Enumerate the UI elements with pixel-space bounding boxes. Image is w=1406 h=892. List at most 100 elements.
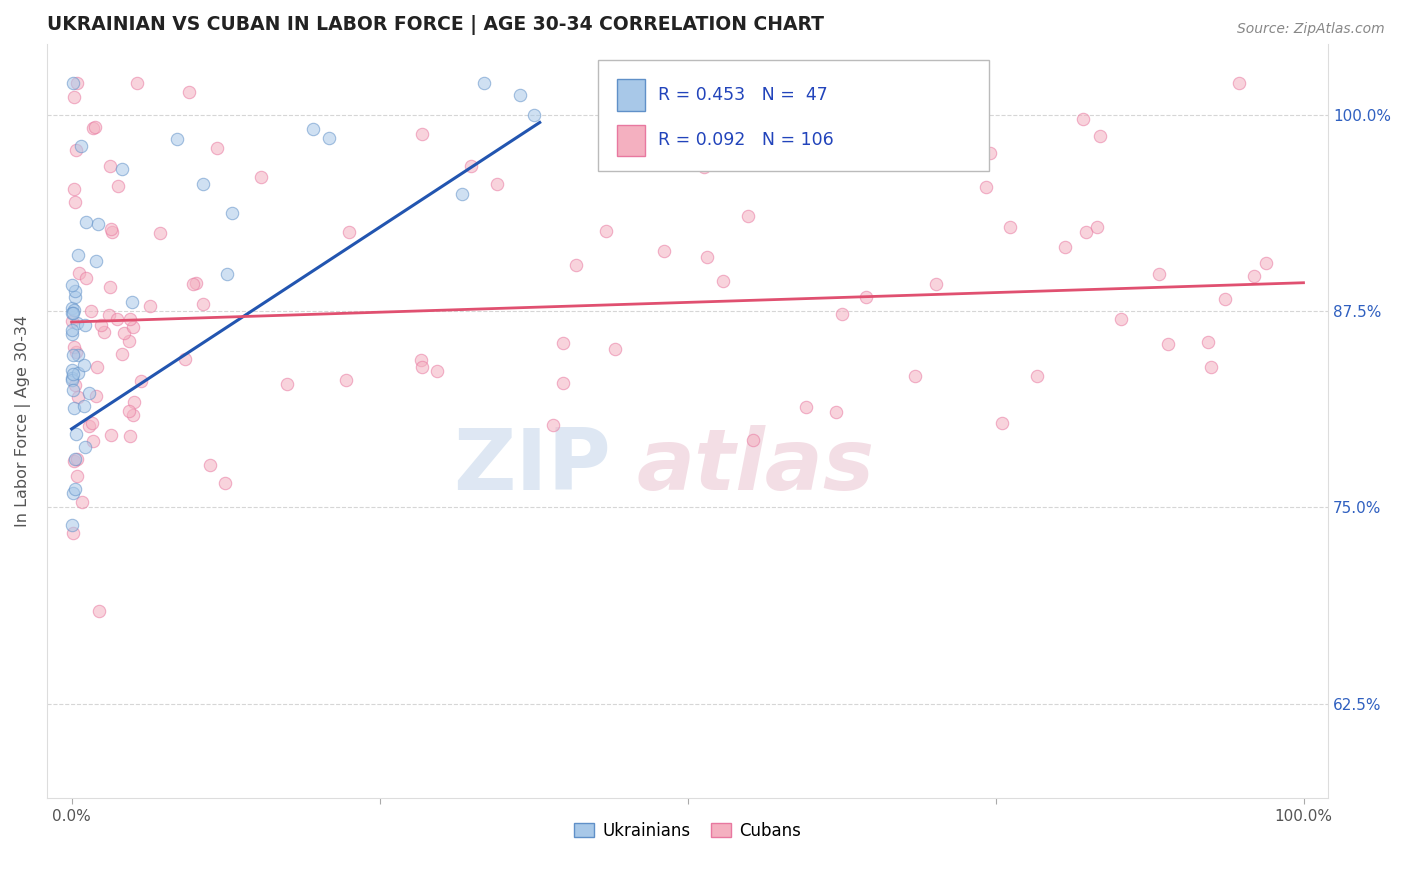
Point: [100, 222, 122, 236]
Point: [335, 373, 357, 387]
Point: [98, 279, 121, 293]
Point: [80, 416, 103, 430]
Point: [62, 526, 84, 541]
Point: [737, 209, 759, 223]
Point: [60, 323, 83, 337]
Point: [460, 159, 482, 173]
Point: [63, 451, 86, 466]
Text: UKRAINIAN VS CUBAN IN LABOR FORCE | AGE 30-34 CORRELATION CHART: UKRAINIAN VS CUBAN IN LABOR FORCE | AGE …: [46, 15, 824, 35]
Point: [125, 76, 148, 90]
Point: [221, 206, 243, 220]
Point: [1026, 368, 1049, 383]
Point: [65, 284, 87, 298]
Point: [925, 277, 948, 291]
Point: [318, 130, 340, 145]
Point: [65, 427, 87, 442]
Point: [77, 419, 100, 434]
Point: [67, 390, 90, 404]
Point: [118, 334, 141, 349]
Point: [80, 304, 103, 318]
Point: [426, 363, 449, 377]
Point: [101, 225, 124, 239]
Point: [696, 250, 718, 264]
Point: [75, 270, 97, 285]
Point: [63, 182, 86, 196]
Point: [98, 159, 121, 173]
Point: [177, 85, 200, 99]
Point: [98, 308, 121, 322]
Point: [75, 318, 97, 333]
Text: R = 0.453   N =  47: R = 0.453 N = 47: [658, 87, 828, 104]
Point: [652, 244, 675, 259]
Point: [831, 307, 853, 321]
Point: [741, 433, 763, 447]
Point: [93, 325, 115, 339]
Point: [66, 317, 89, 331]
Point: [1111, 311, 1133, 326]
Point: [65, 345, 87, 359]
Point: [509, 87, 531, 102]
Point: [66, 348, 89, 362]
Point: [181, 277, 204, 292]
Point: [118, 429, 141, 443]
Point: [111, 161, 134, 176]
Point: [1054, 240, 1077, 254]
Point: [979, 146, 1001, 161]
FancyBboxPatch shape: [598, 60, 988, 171]
Point: [60, 314, 83, 328]
Point: [1197, 334, 1219, 349]
Point: [1213, 292, 1236, 306]
Point: [67, 248, 90, 262]
Point: [543, 418, 565, 433]
Point: [67, 266, 90, 280]
Point: [60, 306, 83, 320]
Point: [83, 120, 105, 134]
Point: [411, 127, 433, 141]
Point: [693, 160, 716, 174]
Point: [1157, 336, 1180, 351]
Point: [904, 369, 927, 384]
Point: [855, 290, 877, 304]
Point: [66, 367, 89, 381]
Point: [70, 495, 93, 509]
Point: [60, 518, 83, 533]
Point: [191, 177, 214, 191]
Point: [1085, 220, 1108, 235]
Point: [991, 416, 1014, 430]
Point: [472, 76, 495, 90]
Point: [486, 177, 509, 191]
Point: [118, 403, 141, 417]
Point: [65, 144, 87, 158]
Text: R = 0.092   N = 106: R = 0.092 N = 106: [658, 131, 834, 150]
Point: [409, 353, 432, 368]
Point: [205, 141, 228, 155]
Point: [73, 399, 96, 413]
Point: [1243, 268, 1265, 283]
Text: atlas: atlas: [637, 425, 875, 508]
Point: [553, 376, 575, 390]
Point: [75, 215, 97, 229]
Point: [70, 139, 93, 153]
Point: [62, 486, 84, 500]
Point: [60, 371, 83, 385]
Point: [65, 452, 87, 467]
Point: [173, 351, 195, 366]
Point: [198, 458, 221, 473]
Point: [63, 289, 86, 303]
Point: [62, 306, 84, 320]
Point: [63, 482, 86, 496]
Point: [63, 401, 86, 416]
Point: [1227, 76, 1250, 90]
Point: [603, 342, 626, 356]
Point: [565, 258, 588, 272]
Text: Source: ZipAtlas.com: Source: ZipAtlas.com: [1237, 22, 1385, 37]
Point: [60, 326, 83, 341]
Point: [107, 178, 129, 193]
Point: [276, 376, 298, 391]
Point: [62, 367, 84, 381]
Point: [111, 347, 134, 361]
Point: [897, 112, 920, 127]
Point: [193, 297, 215, 311]
Point: [337, 225, 360, 239]
Point: [62, 384, 84, 398]
